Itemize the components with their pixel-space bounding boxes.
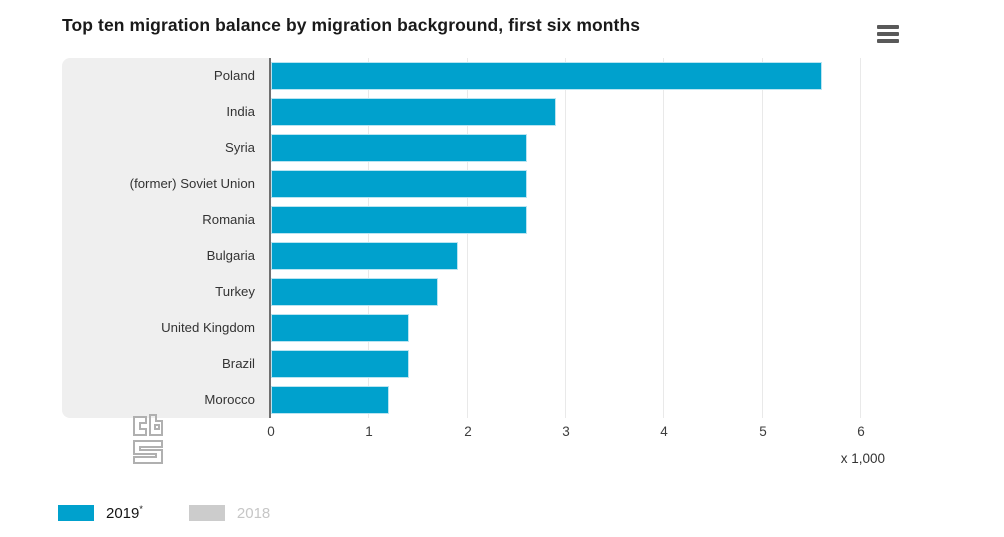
x-tick-label: 0 <box>267 424 275 439</box>
category-label: United Kingdom <box>161 320 255 335</box>
x-tick-label: 6 <box>857 424 865 439</box>
bar-syria[interactable] <box>271 134 527 162</box>
category-label: Morocco <box>204 392 255 407</box>
bar-romania[interactable] <box>271 206 527 234</box>
plot-area <box>271 58 905 418</box>
legend-item-2018[interactable]: 2018 <box>188 504 271 522</box>
legend: 2019* 2018 <box>58 504 316 522</box>
legend-label-2019: 2019* <box>106 504 143 522</box>
y-axis-line <box>269 58 271 418</box>
x-tick-label: 2 <box>464 424 472 439</box>
bar--former-soviet-union[interactable] <box>271 170 527 198</box>
bar-turkey[interactable] <box>271 278 438 306</box>
category-label: Brazil <box>222 356 255 371</box>
gridline <box>762 58 763 418</box>
bar-india[interactable] <box>271 98 556 126</box>
legend-swatch-2018 <box>188 505 225 521</box>
category-label: Romania <box>202 212 255 227</box>
category-label: Poland <box>213 68 255 83</box>
category-label: India <box>226 104 255 119</box>
gridline <box>467 58 468 418</box>
legend-item-2019[interactable]: 2019* <box>58 504 143 522</box>
x-tick-label: 3 <box>562 424 570 439</box>
chart-menu-button[interactable] <box>875 22 901 46</box>
bar-morocco[interactable] <box>271 386 389 414</box>
bar-poland[interactable] <box>271 62 822 90</box>
x-tick-label: 4 <box>660 424 668 439</box>
category-label-panel: Poland India Syria (former) Soviet Union Rom… <box>62 58 269 464</box>
x-tick-label: 5 <box>759 424 767 439</box>
gridline <box>368 58 369 418</box>
cbs-logo <box>133 414 163 464</box>
bar-brazil[interactable] <box>271 350 409 378</box>
x-tick-label: 1 <box>365 424 373 439</box>
category-label: Bulgaria <box>206 248 255 263</box>
gridline <box>663 58 664 418</box>
x-axis-unit-label: x 1,000 <box>840 451 885 466</box>
bar-bulgaria[interactable] <box>271 242 458 270</box>
legend-label-2018: 2018 <box>236 505 271 522</box>
category-label: Turkey <box>215 284 255 299</box>
bar-united-kingdom[interactable] <box>271 314 409 342</box>
gridline <box>860 58 861 418</box>
gridline <box>565 58 566 418</box>
hamburger-menu-icon <box>877 25 899 29</box>
legend-swatch-2019 <box>58 505 94 521</box>
category-label: Syria <box>224 140 255 155</box>
chart-title: Top ten migration balance by migration b… <box>62 15 641 35</box>
category-label: (former) Soviet Union <box>129 176 255 191</box>
